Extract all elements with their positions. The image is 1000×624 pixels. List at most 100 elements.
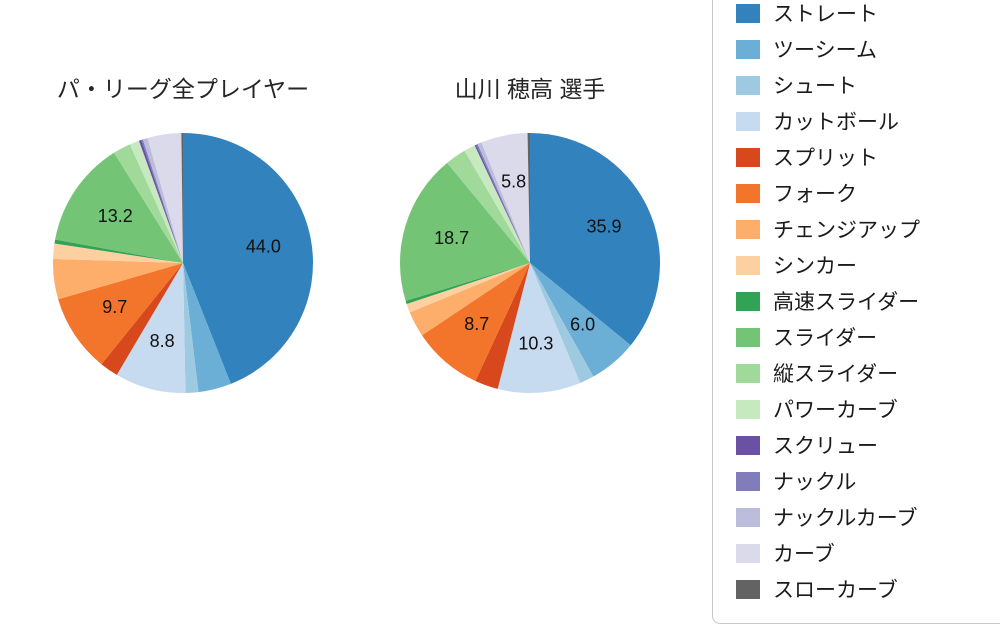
pie-slice-カーブ (147, 133, 183, 263)
legend-label: フォーク (773, 183, 857, 206)
legend-swatch-icon (736, 543, 760, 563)
pie-value-label: 8.8 (150, 331, 175, 351)
pie-chart-left: 44.0 8.8 9.7 13.2 (52, 133, 314, 394)
pie-value-label: 8.7 (464, 314, 489, 334)
legend-swatch-icon (736, 363, 760, 383)
legend-label: スローカーブ (773, 579, 898, 602)
legend-label: ツーシーム (773, 39, 877, 62)
pie-chart-right: 35.9 6.0 10.3 8.7 18.7 5.8 (400, 132, 661, 394)
legend-item-8: 高速スライダー (736, 283, 1000, 319)
legend-item-10: 縦スライダー (736, 355, 1000, 391)
pie-slice-カーブ (481, 133, 530, 263)
pie-slice-ナックル (476, 144, 530, 263)
legend-item-5: フォーク (736, 175, 1000, 211)
pie-value-label: 13.2 (98, 206, 133, 226)
legend-swatch-icon (736, 111, 760, 131)
legend-swatch-icon (736, 435, 760, 455)
legend-item-12: スクリュー (736, 427, 1000, 463)
pie-value-label: 10.3 (518, 333, 553, 353)
pie-slice-スクリュー (474, 144, 530, 263)
pie-slice-縦スライダー (447, 150, 530, 263)
legend-item-2: シュート (736, 67, 1000, 103)
legend-item-1: ツーシーム (736, 31, 1000, 67)
legend-swatch-icon (736, 39, 760, 59)
legend-item-14: ナックルカーブ (736, 499, 1000, 535)
legend-label: パワーカーブ (773, 399, 898, 422)
pie-value-label: 35.9 (586, 217, 621, 237)
legend-item-15: カーブ (736, 535, 1000, 571)
pie-slice-チェンジアップ (52, 258, 183, 300)
pie-slice-フォーク (422, 263, 530, 381)
pie-slice-スローカーブ (181, 133, 183, 263)
legend-item-16: スローカーブ (736, 571, 1000, 607)
pie-slice-ナックルカーブ (142, 137, 183, 263)
legend-label: ストレート (773, 3, 878, 26)
legend-label: ナックルカーブ (773, 507, 918, 530)
pie-slice-スライダー (400, 162, 530, 301)
pie-slice-スローカーブ (527, 132, 530, 263)
pie-value-label: 5.8 (501, 171, 526, 191)
pie-slice-シュート (183, 263, 199, 393)
pie-slice-フォーク (58, 263, 183, 365)
pie-slice-スプリット (101, 263, 183, 375)
legend-item-9: スライダー (736, 319, 1000, 355)
pie-slice-高速スライダー (405, 263, 530, 304)
legend-item-13: ナックル (736, 463, 1000, 499)
pie-slice-スライダー (55, 152, 183, 263)
legend-swatch-icon (736, 255, 760, 275)
legend-label: シンカー (773, 255, 857, 278)
legend-label: スライダー (773, 327, 878, 350)
pie-slice-ナックル (141, 139, 183, 263)
legend-swatch-icon (736, 579, 760, 599)
pie-slice-ストレート (530, 133, 661, 346)
legend-swatch-icon (736, 147, 760, 167)
pie-slice-カットボール (497, 263, 581, 394)
legend-swatch-icon (736, 3, 760, 23)
legend-label: カットボール (773, 111, 899, 134)
legend-swatch-icon (736, 75, 760, 95)
legend-label: シュート (773, 75, 857, 98)
legend-item-7: シンカー (736, 247, 1000, 283)
pie-slice-スプリット (475, 263, 530, 389)
legend-swatch-icon (736, 291, 760, 311)
legend-item-0: ストレート (736, 0, 1000, 31)
pie-title-left: パ・リーグ全プレイヤー (56, 76, 310, 102)
legend-item-3: カットボール (736, 103, 1000, 139)
pie-slice-チェンジアップ (409, 263, 530, 336)
legend-swatch-icon (736, 507, 760, 527)
legend-item-11: パワーカーブ (736, 391, 1000, 427)
pie-value-label: 44.0 (246, 236, 281, 256)
pie-slice-シュート (530, 263, 594, 383)
pie-slice-パワーカーブ (464, 145, 530, 263)
pie-title-right: 山川 穂高 選手 (454, 76, 606, 102)
pie-value-label: 6.0 (570, 315, 595, 335)
legend-label: スクリュー (773, 435, 878, 458)
legend-swatch-icon (736, 471, 760, 491)
legend-label: カーブ (773, 543, 835, 566)
pie-slice-縦スライダー (114, 144, 183, 263)
legend-label: ナックル (773, 471, 857, 494)
pie-slice-カットボール (116, 263, 186, 394)
legend-label: 高速スライダー (773, 291, 920, 314)
pie-slice-高速スライダー (54, 239, 184, 263)
pie-slice-ナックルカーブ (477, 142, 530, 263)
pie-value-label: 18.7 (434, 228, 469, 248)
legend-swatch-icon (736, 219, 760, 239)
pie-slice-シンカー (406, 263, 530, 313)
pie-slice-スクリュー (138, 139, 183, 263)
pie-slice-パワーカーブ (129, 140, 183, 263)
pie-slice-ツーシーム (183, 263, 231, 393)
pie-slice-シンカー (53, 243, 184, 263)
pie-value-label: 9.7 (102, 297, 127, 317)
pie-slice-ツーシーム (530, 263, 631, 377)
legend-swatch-icon (736, 327, 760, 347)
legend: ストレートツーシームシュートカットボール スプリットフォークチェンジアップ シンカー… (712, 0, 1000, 624)
legend-item-6: チェンジアップ (736, 211, 1000, 247)
legend-label: スプリット (773, 147, 878, 170)
legend-label: 縦スライダー (773, 363, 899, 386)
legend-label: チェンジアップ (773, 219, 920, 242)
legend-item-4: スプリット (736, 139, 1000, 175)
legend-swatch-icon (736, 183, 760, 203)
pie-slice-ストレート (183, 133, 314, 384)
legend-swatch-icon (736, 399, 760, 419)
